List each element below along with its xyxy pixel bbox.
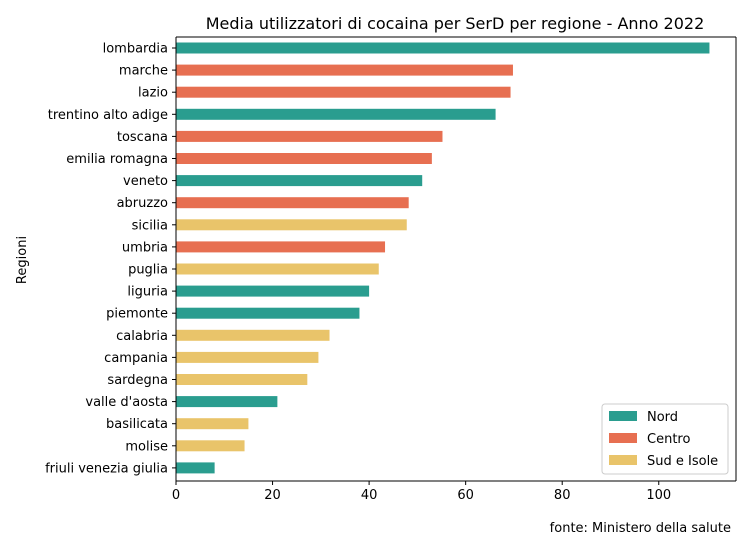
bar-sardegna <box>176 374 308 385</box>
y-tick-label: toscana <box>117 130 168 145</box>
y-tick-label: lombardia <box>103 42 168 57</box>
bar-calabria <box>176 329 330 341</box>
y-tick-label: calabria <box>116 329 168 344</box>
y-tick-label: trentino alto adige <box>48 108 168 123</box>
x-tick-label: 100 <box>646 488 671 503</box>
y-tick-label: veneto <box>123 174 168 189</box>
bar-valle-d-aosta <box>176 396 278 408</box>
bar-abruzzo <box>176 197 409 209</box>
bar-campania <box>176 351 319 363</box>
legend-swatch-sud-e-isole <box>609 455 637 465</box>
bar-sicilia <box>176 219 407 231</box>
bar-umbria <box>176 241 386 253</box>
legend: Nord Centro Sud e Isole <box>601 403 729 475</box>
bar-puglia <box>176 263 379 275</box>
bar-veneto <box>176 175 423 187</box>
bar-lombardia <box>176 42 710 54</box>
bar-basilicata <box>176 418 249 430</box>
y-tick-label: basilicata <box>106 417 168 432</box>
bar-trentino-alto-adige <box>176 108 496 120</box>
source-note: fonte: Ministero della salute <box>550 521 731 536</box>
bars-layer <box>176 42 710 474</box>
y-tick-label: campania <box>104 351 168 366</box>
bar-toscana <box>176 130 443 142</box>
legend-swatch-centro <box>609 433 637 443</box>
x-tick-label: 20 <box>264 488 281 503</box>
bar-marche <box>176 64 513 76</box>
y-tick-label: emilia romagna <box>66 152 168 167</box>
y-tick-label: valle d'aosta <box>85 395 168 410</box>
legend-swatch-nord <box>609 411 637 421</box>
y-tick-label: sicilia <box>132 218 168 233</box>
x-tick-label: 60 <box>457 488 474 503</box>
bar-molise <box>176 440 245 452</box>
y-axis-label: Regioni <box>15 236 30 284</box>
y-axis-ticks: lombardia marche lazio trentino alto adige t… <box>45 42 176 476</box>
y-tick-label: friuli venezia giulia <box>45 461 168 476</box>
y-tick-label: sardegna <box>107 373 168 388</box>
x-tick-label: 80 <box>554 488 571 503</box>
bar-lazio <box>176 86 511 98</box>
y-tick-label: molise <box>125 439 168 454</box>
axes-frame <box>175 36 737 482</box>
chart-title: Media utilizzatori di cocaina per SerD p… <box>206 14 705 33</box>
y-tick-label: liguria <box>127 285 168 300</box>
x-tick-label: 0 <box>172 488 180 503</box>
bar-piemonte <box>176 307 360 319</box>
bar-emilia-romagna <box>176 153 432 164</box>
legend-label: Nord <box>647 410 678 425</box>
bar-friuli-venezia-giulia <box>176 462 215 474</box>
y-tick-label: puglia <box>128 263 168 278</box>
y-tick-label: abruzzo <box>117 196 168 211</box>
legend-label: Sud e Isole <box>647 454 718 469</box>
y-tick-label: marche <box>119 64 168 79</box>
x-tick-label: 40 <box>361 488 378 503</box>
x-axis-ticks: 0 20 40 60 80 100 <box>172 481 671 503</box>
bar-liguria <box>176 285 370 297</box>
legend-label: Centro <box>647 432 690 447</box>
y-tick-label: umbria <box>122 240 168 255</box>
y-tick-label: piemonte <box>106 307 168 322</box>
y-tick-label: lazio <box>138 86 168 101</box>
